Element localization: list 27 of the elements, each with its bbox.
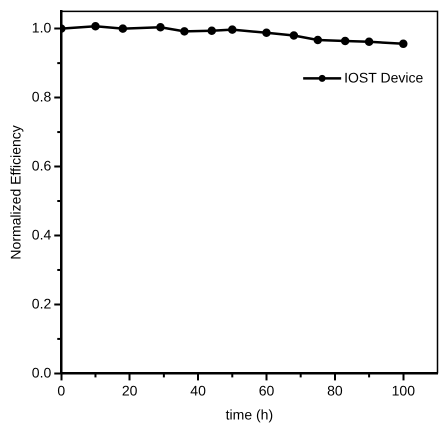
y-tick-label: 0.8 — [32, 88, 52, 104]
y-tick-label: 0.6 — [32, 157, 52, 174]
point — [208, 26, 216, 35]
point — [399, 40, 408, 48]
y-tick-label: 1.0 — [32, 19, 52, 36]
point — [180, 27, 189, 36]
y-axis-title: Normalized Efficiency — [7, 125, 24, 260]
point — [340, 36, 350, 46]
point — [364, 37, 374, 46]
x-tick-label: 60 — [258, 382, 274, 399]
x-tick-label: 80 — [327, 382, 343, 399]
point — [228, 25, 237, 34]
y-tick-label: 0.4 — [32, 226, 52, 242]
point — [290, 31, 298, 40]
legend-label: IOST Device — [344, 69, 424, 86]
x-axis-title: time (h) — [226, 406, 274, 422]
point — [156, 23, 165, 32]
x-tick-label: 40 — [190, 382, 206, 399]
point — [91, 22, 100, 30]
y-tick-label: 0.2 — [32, 295, 52, 312]
x-tick-label: 100 — [392, 382, 416, 399]
x-tick-label: 0 — [57, 382, 66, 399]
point — [118, 24, 128, 33]
point — [262, 28, 271, 38]
y-tick-label: 0.0 — [32, 364, 52, 380]
x-tick-label: 20 — [122, 382, 138, 399]
point — [314, 36, 322, 44]
